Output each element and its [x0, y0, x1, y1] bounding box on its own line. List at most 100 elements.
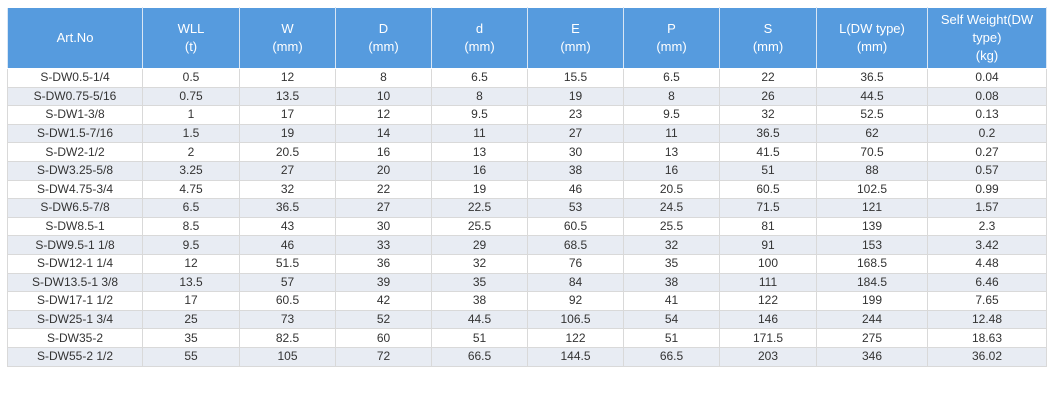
- table-cell: 168.5: [816, 253, 928, 274]
- table-cell: 13: [623, 142, 720, 162]
- table-cell: 0.57: [927, 160, 1047, 181]
- column-header-label: D: [378, 21, 389, 36]
- table-cell: 51: [623, 328, 720, 348]
- header-row: Art.No WLL (t) W (mm) D (mm) d (mm) E (mm) P (mm) S (m…: [7, 7, 1047, 69]
- column-header-label: d: [475, 21, 484, 36]
- table-cell: 55: [142, 346, 240, 367]
- table-cell: 121: [816, 198, 928, 218]
- table-cell: 51: [719, 160, 817, 181]
- table-cell: 6.5: [142, 198, 240, 218]
- table-cell: 12: [239, 68, 336, 88]
- table-row: S-DW25-1 3/4 25 73 52 44.5 106.5 54 146 244 12.48: [7, 309, 1047, 330]
- table-cell: 23: [527, 105, 624, 125]
- table-cell: 41: [623, 291, 720, 311]
- table-cell: 7.65: [927, 291, 1047, 311]
- table-cell: 4.48: [927, 253, 1047, 274]
- table-cell: 12: [335, 105, 432, 125]
- table-cell: 36.02: [927, 346, 1047, 367]
- table-cell: 36.5: [816, 68, 928, 88]
- art-no-cell: S-DW0.75-5/16: [7, 86, 143, 107]
- table-cell: 20.5: [623, 179, 720, 200]
- table-cell: 13: [431, 142, 528, 162]
- table-cell: 8: [335, 68, 432, 88]
- table-cell: 0.99: [927, 179, 1047, 200]
- art-no-cell: S-DW17-1 1/2: [7, 291, 143, 311]
- column-header: WLL (t): [142, 7, 240, 69]
- column-header-unit: (mm): [368, 39, 399, 54]
- table-cell: 17: [239, 105, 336, 125]
- column-header-unit: (mm): [656, 39, 687, 54]
- table-cell: 12.48: [927, 309, 1047, 330]
- table-cell: 122: [719, 291, 817, 311]
- table-cell: 199: [816, 291, 928, 311]
- table-cell: 0.2: [927, 123, 1047, 144]
- table-row: S-DW9.5-1 1/8 9.5 46 33 29 68.5 32 91 153 3.42: [7, 235, 1047, 255]
- table-cell: 6.5: [431, 68, 528, 88]
- table-cell: 84: [527, 272, 624, 293]
- table-cell: 9.5: [623, 105, 720, 125]
- table-cell: 2.3: [927, 216, 1047, 237]
- table-cell: 82.5: [239, 328, 336, 348]
- table-cell: 32: [239, 179, 336, 200]
- table-cell: 144.5: [527, 346, 624, 367]
- art-no-cell: S-DW25-1 3/4: [7, 309, 143, 330]
- table-cell: 35: [623, 253, 720, 274]
- table-cell: 171.5: [719, 328, 817, 348]
- table-row: S-DW0.75-5/16 0.75 13.5 10 8 19 8 26 44.5 0.08: [7, 86, 1047, 107]
- table-cell: 20.5: [239, 142, 336, 162]
- table-cell: 244: [816, 309, 928, 330]
- art-no-cell: S-DW8.5-1: [7, 216, 143, 237]
- table-row: S-DW8.5-1 8.5 43 30 25.5 60.5 25.5 81 139 2.3: [7, 216, 1047, 237]
- table-cell: 41.5: [719, 142, 817, 162]
- column-header: Self Weight(DW type) (kg): [927, 7, 1047, 69]
- table-cell: 46: [527, 179, 624, 200]
- table-cell: 1: [142, 105, 240, 125]
- table-cell: 88: [816, 160, 928, 181]
- table-cell: 11: [623, 123, 720, 144]
- column-header: S (mm): [719, 7, 817, 69]
- table-cell: 111: [719, 272, 817, 293]
- table-cell: 26: [719, 86, 817, 107]
- table-cell: 22: [719, 68, 817, 88]
- table-cell: 0.08: [927, 86, 1047, 107]
- column-header-label: Art.No: [56, 30, 94, 45]
- column-header-unit: (mm): [752, 39, 784, 54]
- table-cell: 100: [719, 253, 817, 274]
- art-no-cell: S-DW1.5-7/16: [7, 123, 143, 144]
- table-cell: 0.13: [927, 105, 1047, 125]
- table-cell: 27: [239, 160, 336, 181]
- table-cell: 73: [239, 309, 336, 330]
- table-cell: 8.5: [142, 216, 240, 237]
- table-cell: 27: [527, 123, 624, 144]
- table-cell: 52.5: [816, 105, 928, 125]
- table-cell: 52: [335, 309, 432, 330]
- table-cell: 153: [816, 235, 928, 255]
- column-header-label: S: [763, 21, 773, 36]
- column-header: d (mm): [431, 7, 528, 69]
- spec-table: Art.No WLL (t) W (mm) D (mm) d (mm) E (mm) P (mm) S (m…: [7, 7, 1047, 367]
- table-cell: 38: [527, 160, 624, 181]
- table-cell: 33: [335, 235, 432, 255]
- table-cell: 8: [623, 86, 720, 107]
- table-cell: 44.5: [431, 309, 528, 330]
- table-cell: 6.46: [927, 272, 1047, 293]
- table-cell: 42: [335, 291, 432, 311]
- table-row: S-DW17-1 1/2 17 60.5 42 38 92 41 122 199 7.65: [7, 291, 1047, 311]
- table-cell: 106.5: [527, 309, 624, 330]
- table-cell: 0.75: [142, 86, 240, 107]
- spec-table-container: Art.No WLL (t) W (mm) D (mm) d (mm) E (mm) P (mm) S (m…: [7, 7, 1047, 367]
- table-cell: 57: [239, 272, 336, 293]
- table-cell: 27: [335, 198, 432, 218]
- art-no-cell: S-DW55-2 1/2: [7, 346, 143, 367]
- column-header-label: Self Weight(DW type): [940, 12, 1034, 45]
- table-cell: 43: [239, 216, 336, 237]
- table-cell: 51.5: [239, 253, 336, 274]
- table-row: S-DW12-1 1/4 12 51.5 36 32 76 35 100 168.5 4.48: [7, 253, 1047, 274]
- art-no-cell: S-DW9.5-1 1/8: [7, 235, 143, 255]
- column-header-label: E: [571, 21, 580, 36]
- table-cell: 17: [142, 291, 240, 311]
- table-cell: 66.5: [623, 346, 720, 367]
- table-cell: 16: [431, 160, 528, 181]
- table-body: S-DW0.5-1/4 0.5 12 8 6.5 15.5 6.5 22 36.5 0.04 S-D…: [7, 68, 1047, 367]
- table-cell: 81: [719, 216, 817, 237]
